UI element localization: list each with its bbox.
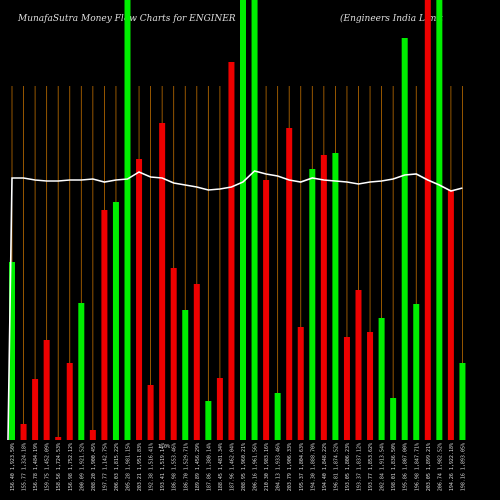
- x-tick-label: 202.84 1,913.54%: [380, 443, 386, 491]
- bar-down: [216, 378, 223, 440]
- x-tick-label: 193.41 1,519.14%: [160, 443, 166, 491]
- x-tick-label: 198.01 1,836.50%: [391, 443, 397, 491]
- bar-up: [401, 38, 408, 440]
- x-tick-label: 159.75 1,452.09%: [45, 443, 51, 491]
- bar-up: [112, 202, 119, 440]
- bar-down: [101, 210, 108, 440]
- bar-down: [343, 337, 350, 440]
- x-tick-label: 206.74 1,982.52%: [437, 443, 443, 491]
- annotation-label: 1.0%: [158, 444, 170, 450]
- x-tick-label: 193.05 1,806.23%: [345, 443, 351, 491]
- bar-down: [170, 268, 177, 440]
- x-tick-label: 208.20 1,900.45%: [91, 443, 97, 491]
- bar-down: [297, 327, 304, 440]
- bar-up: [9, 262, 15, 440]
- x-tick-label: 192.38 1,516.41%: [149, 443, 155, 491]
- x-tick-label: 187.96 1,462.04%: [229, 443, 235, 491]
- bar-up: [78, 303, 85, 440]
- bar-up: [274, 393, 281, 440]
- bar-down: [367, 332, 374, 440]
- x-tick-label: 204.13 1,933.46%: [276, 443, 282, 491]
- bar-up: [332, 153, 339, 440]
- x-tick-label: 155.77 1,324.18%: [22, 443, 28, 491]
- x-tick-label: 193.37 1,837.12%: [357, 443, 363, 491]
- x-tick-label: 186.70 1,529.71%: [183, 443, 189, 491]
- bar-down: [147, 385, 154, 440]
- chart-subtitle: (Engineers India Limit: [340, 14, 443, 24]
- x-tick-label: 194.26 1,922.18%: [449, 443, 455, 491]
- x-tick-label: 194.30 1,888.70%: [310, 443, 316, 491]
- bar-down: [43, 340, 50, 440]
- bar-up: [459, 363, 466, 440]
- x-tick-label: 187.86 1,380.14%: [206, 443, 212, 491]
- x-tick-label: 200.09 1,921.52%: [79, 443, 85, 491]
- bar-down: [55, 437, 62, 440]
- x-tick-label: 193.77 1,853.62%: [368, 443, 374, 491]
- bar-down: [66, 363, 73, 440]
- bar-up: [436, 0, 443, 440]
- bar-up: [413, 304, 420, 440]
- bar-up: [390, 398, 397, 440]
- bar-down: [20, 424, 27, 440]
- bar-down: [424, 0, 431, 440]
- bar-down: [193, 284, 200, 440]
- x-tick-label: 156.98 1,752.12%: [68, 443, 74, 491]
- x-tick-label: 188.45 1,481.34%: [218, 443, 224, 491]
- price-line-path: [7, 170, 463, 441]
- bars: [9, 0, 466, 440]
- x-tick-label: 156.40 1,923.50%: [10, 443, 16, 491]
- bar-up: [240, 0, 246, 440]
- x-tick-label: 186.98 1,553.46%: [172, 443, 178, 491]
- x-tick-label: 194.40 1,848.22%: [322, 443, 328, 491]
- bar-up: [309, 169, 316, 440]
- x-tick-label: 196.81 1,874.52%: [333, 443, 339, 491]
- bar-up: [251, 0, 258, 440]
- bar-down: [286, 128, 293, 440]
- bar-down: [32, 379, 39, 440]
- bar-down: [159, 123, 166, 440]
- x-tick-label: 203.79 1,906.33%: [287, 443, 293, 491]
- x-tick-label: 205.28 1,981.15%: [126, 443, 132, 491]
- x-tick-label: 196.98 1,847.71%: [414, 443, 420, 491]
- x-tick-labels: 156.40 1,923.50% 155.77 1,324.18% 156.78 1…: [10, 443, 466, 491]
- bar-down: [355, 290, 362, 440]
- bar-up: [378, 318, 385, 440]
- x-tick-label: 203.05 1,899.21%: [426, 443, 432, 491]
- bar-down: [447, 190, 454, 440]
- x-tick-label: 203.21 1,951.83%: [137, 443, 143, 491]
- bar-up: [205, 401, 212, 440]
- x-tick-label: 189.89 1,456.29%: [195, 443, 201, 491]
- bar-down: [89, 430, 96, 440]
- x-tick-label: 210.30 1,983.16%: [264, 443, 270, 491]
- bar-down: [263, 180, 270, 440]
- bar-down: [320, 155, 327, 440]
- x-tick-label: 156.78 1,484.19%: [33, 443, 39, 491]
- x-tick-label: 208.95 1,960.21%: [241, 443, 247, 491]
- x-tick-label: 158.56 1,724.53%: [56, 443, 62, 491]
- x-tick-label: 195.37 1,804.63%: [299, 443, 305, 491]
- price-line: [7, 170, 463, 441]
- x-tick-label: 206.16 1,961.56%: [253, 443, 259, 491]
- x-tick-label: 197.77 1,142.75%: [102, 443, 108, 491]
- x-tick-label: 206.03 1,815.22%: [114, 443, 120, 491]
- bar-down: [136, 159, 143, 440]
- bar-up: [182, 310, 189, 440]
- bar-down: [228, 62, 235, 440]
- x-tick-label: 198.16 1,893.05%: [460, 443, 466, 491]
- x-tick-label: 195.86 1,807.00%: [403, 443, 409, 491]
- bar-up: [124, 0, 131, 440]
